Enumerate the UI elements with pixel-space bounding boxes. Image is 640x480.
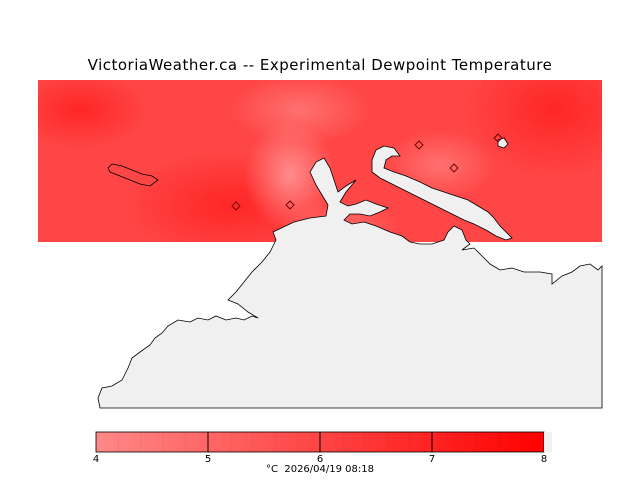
station-marker: [414, 140, 424, 150]
station-marker: [493, 133, 503, 143]
map-caption: °C 2026/04/19 08:18: [0, 464, 640, 475]
colorbar: [95, 431, 552, 453]
station-marker: [449, 163, 459, 173]
land-mass: [97, 157, 603, 409]
station-marker: [285, 200, 295, 210]
unit-label: °C: [266, 464, 278, 475]
island-west: [107, 163, 159, 187]
stations: [231, 133, 503, 211]
colorbar-tick-label: 4: [92, 454, 100, 465]
dewpoint-field: [38, 80, 602, 242]
station-marker: [231, 201, 241, 211]
colorbar-tick-label: 8: [540, 454, 548, 465]
colorbar-tick-label: 7: [428, 454, 436, 465]
colorbar-tick-label: 6: [316, 454, 324, 465]
land-north: [371, 145, 513, 241]
land-north-east: [497, 137, 509, 149]
timestamp: 2026/04/19 08:18: [284, 464, 374, 475]
colorbar-tick-label: 5: [204, 454, 212, 465]
map-title: VictoriaWeather.ca -- Experimental Dewpo…: [87, 56, 553, 74]
